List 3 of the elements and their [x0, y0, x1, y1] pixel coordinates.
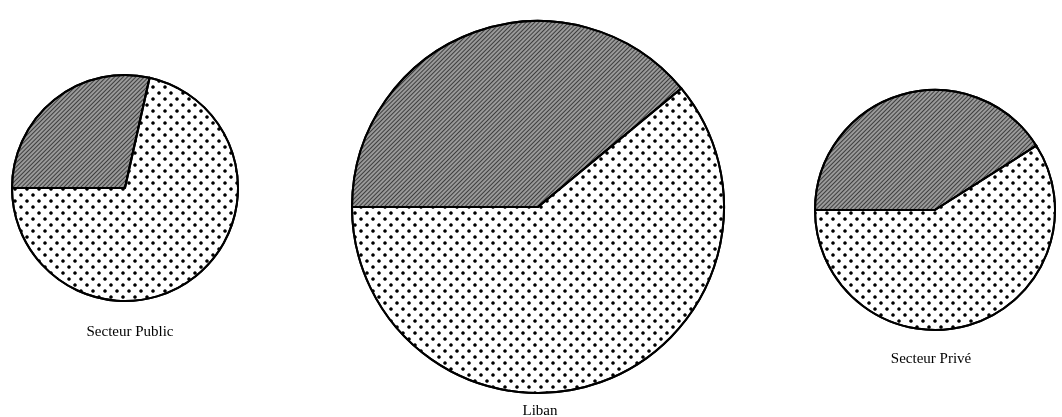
text: Liban [522, 401, 558, 417]
text: Secteur Public [86, 322, 174, 339]
text: Secteur Privé [890, 349, 972, 366]
